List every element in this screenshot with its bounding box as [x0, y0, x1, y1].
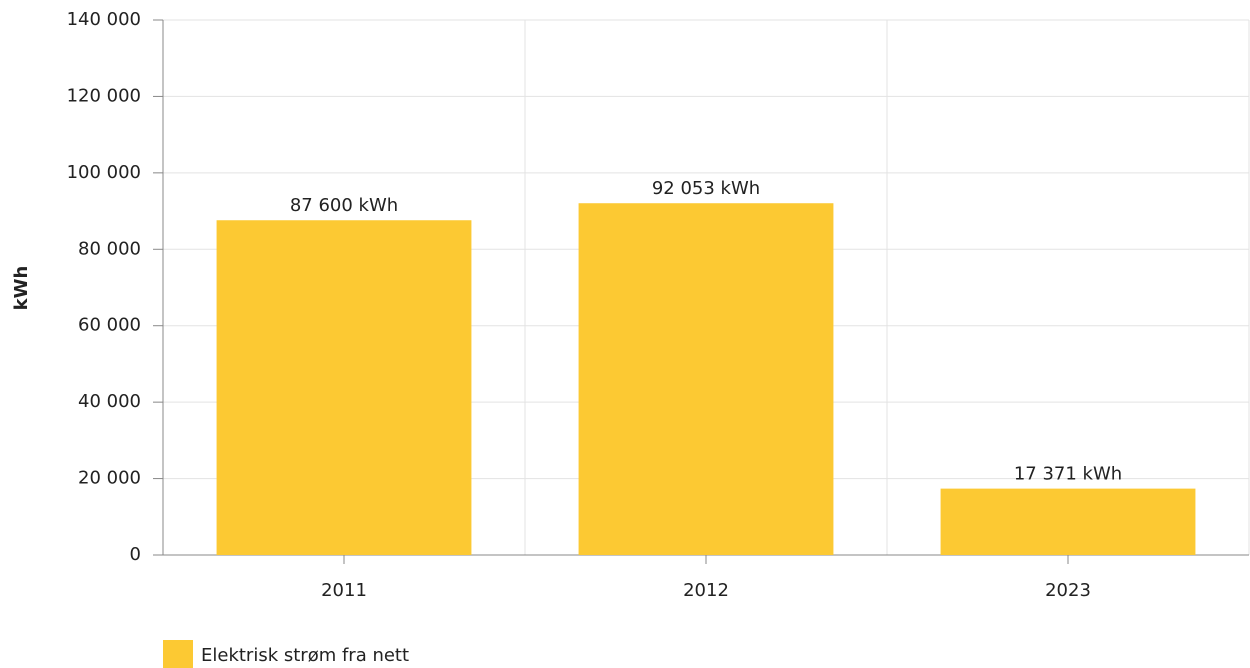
y-tick-label: 0 [130, 544, 141, 565]
y-tick-label: 80 000 [78, 238, 141, 259]
x-tick-label: 2023 [1045, 580, 1091, 601]
y-axis-label: kWh [11, 266, 32, 311]
value-label: 92 053 kWh [652, 178, 760, 199]
bar [578, 203, 834, 556]
y-tick-label: 100 000 [67, 162, 141, 183]
y-tick-label: 60 000 [78, 315, 141, 336]
y-tick-label: 40 000 [78, 391, 141, 412]
y-tick-label: 140 000 [67, 9, 141, 30]
legend-swatch [163, 640, 193, 668]
y-tick-label: 20 000 [78, 468, 141, 489]
value-label: 87 600 kWh [290, 195, 398, 216]
value-label: 17 371 kWh [1014, 464, 1122, 485]
legend-label: Elektrisk strøm fra nett [201, 645, 409, 666]
bar [216, 220, 472, 555]
x-tick-label: 2011 [321, 580, 367, 601]
y-tick-label: 120 000 [67, 85, 141, 106]
bar [940, 488, 1196, 555]
x-tick-label: 2012 [683, 580, 729, 601]
